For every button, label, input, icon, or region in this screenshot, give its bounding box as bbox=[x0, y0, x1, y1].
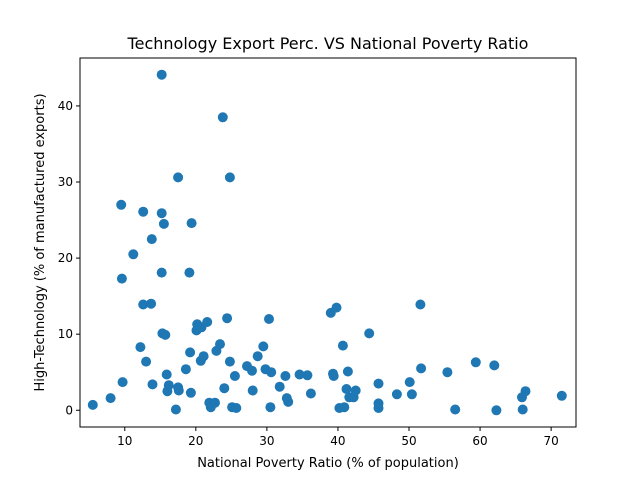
data-point-6 bbox=[135, 342, 146, 353]
data-point-45 bbox=[224, 172, 235, 183]
data-point-56 bbox=[264, 314, 274, 324]
points-layer bbox=[87, 69, 567, 416]
data-point-0 bbox=[87, 399, 98, 410]
x-tick-label: 70 bbox=[543, 434, 558, 448]
data-point-88 bbox=[450, 404, 461, 415]
data-point-68 bbox=[328, 371, 339, 381]
data-point-59 bbox=[274, 381, 285, 392]
plot-frame bbox=[79, 57, 577, 428]
data-point-1 bbox=[105, 393, 116, 404]
data-point-5 bbox=[128, 249, 139, 260]
data-point-77 bbox=[350, 385, 361, 396]
data-point-94 bbox=[520, 386, 531, 397]
data-point-62 bbox=[283, 396, 294, 407]
y-tick-label: 10 bbox=[58, 327, 73, 341]
y-tick-label: 20 bbox=[58, 251, 73, 265]
data-point-53 bbox=[252, 351, 263, 362]
y-tick-label: 40 bbox=[58, 99, 73, 113]
chart-title: Technology Export Perc. VS National Pove… bbox=[127, 34, 529, 53]
x-tick-label: 30 bbox=[259, 434, 274, 448]
data-point-85 bbox=[415, 299, 426, 310]
data-point-49 bbox=[231, 403, 242, 413]
data-point-60 bbox=[280, 371, 291, 381]
data-point-43 bbox=[219, 383, 230, 394]
data-point-3 bbox=[116, 273, 127, 284]
data-point-84 bbox=[406, 389, 417, 400]
x-tick-label: 50 bbox=[401, 434, 416, 448]
data-point-95 bbox=[556, 390, 567, 401]
data-point-46 bbox=[224, 356, 235, 367]
data-point-23 bbox=[173, 172, 184, 183]
data-point-64 bbox=[302, 370, 313, 381]
data-point-83 bbox=[404, 377, 415, 388]
data-point-72 bbox=[339, 402, 350, 413]
data-point-58 bbox=[266, 367, 277, 378]
data-point-36 bbox=[202, 317, 213, 327]
data-point-48 bbox=[229, 371, 240, 381]
data-point-21 bbox=[163, 380, 174, 391]
data-point-86 bbox=[416, 363, 427, 374]
data-point-13 bbox=[156, 69, 167, 80]
y-axis-label: High-Technology (% of manufactured expor… bbox=[33, 93, 48, 391]
data-point-15 bbox=[156, 267, 167, 278]
data-point-7 bbox=[138, 206, 149, 217]
data-point-51 bbox=[247, 365, 257, 376]
data-point-12 bbox=[147, 379, 158, 390]
x-tick-label: 20 bbox=[188, 434, 203, 448]
data-point-71 bbox=[337, 340, 348, 351]
x-tick-label: 60 bbox=[472, 434, 487, 448]
data-point-44 bbox=[222, 313, 233, 324]
data-point-81 bbox=[373, 403, 384, 413]
data-point-10 bbox=[146, 298, 157, 309]
data-point-29 bbox=[185, 387, 196, 398]
data-point-78 bbox=[364, 328, 375, 339]
data-point-27 bbox=[184, 267, 195, 278]
x-tick-label: 10 bbox=[117, 434, 132, 448]
data-point-93 bbox=[517, 404, 528, 415]
data-point-25 bbox=[173, 385, 184, 396]
data-point-42 bbox=[217, 112, 228, 123]
data-point-54 bbox=[258, 341, 269, 352]
data-point-17 bbox=[158, 218, 169, 229]
data-point-69 bbox=[331, 302, 342, 313]
data-point-82 bbox=[391, 389, 402, 400]
data-point-65 bbox=[305, 388, 316, 399]
x-axis-label: National Poverty Ratio (% of population) bbox=[197, 456, 459, 471]
data-point-14 bbox=[156, 208, 167, 219]
data-point-2 bbox=[116, 199, 127, 210]
data-point-18 bbox=[160, 329, 171, 340]
data-point-74 bbox=[342, 366, 353, 377]
x-axis-ticks: 10 20 30 40 50 60 70 bbox=[117, 427, 559, 448]
data-point-39 bbox=[210, 397, 220, 408]
data-point-22 bbox=[170, 404, 181, 415]
data-point-52 bbox=[247, 385, 258, 396]
data-point-63 bbox=[294, 369, 305, 380]
data-point-57 bbox=[265, 402, 276, 413]
data-point-35 bbox=[198, 351, 209, 362]
y-tick-label: 0 bbox=[65, 403, 73, 417]
data-point-4 bbox=[117, 377, 128, 388]
data-point-28 bbox=[185, 347, 196, 358]
x-tick-label: 40 bbox=[330, 434, 345, 448]
data-point-79 bbox=[373, 378, 384, 389]
data-point-89 bbox=[470, 357, 481, 368]
data-point-90 bbox=[489, 360, 500, 371]
data-point-73 bbox=[341, 384, 352, 394]
data-point-91 bbox=[491, 405, 502, 416]
data-point-9 bbox=[141, 356, 152, 367]
y-tick-label: 30 bbox=[58, 175, 73, 189]
data-point-41 bbox=[215, 339, 225, 350]
data-point-11 bbox=[146, 234, 157, 245]
data-point-26 bbox=[180, 364, 191, 375]
y-axis-ticks: 0 10 20 30 40 bbox=[58, 99, 80, 417]
data-point-19 bbox=[161, 369, 172, 380]
data-point-87 bbox=[442, 367, 453, 378]
data-point-8 bbox=[138, 299, 149, 310]
data-point-30 bbox=[186, 218, 197, 229]
